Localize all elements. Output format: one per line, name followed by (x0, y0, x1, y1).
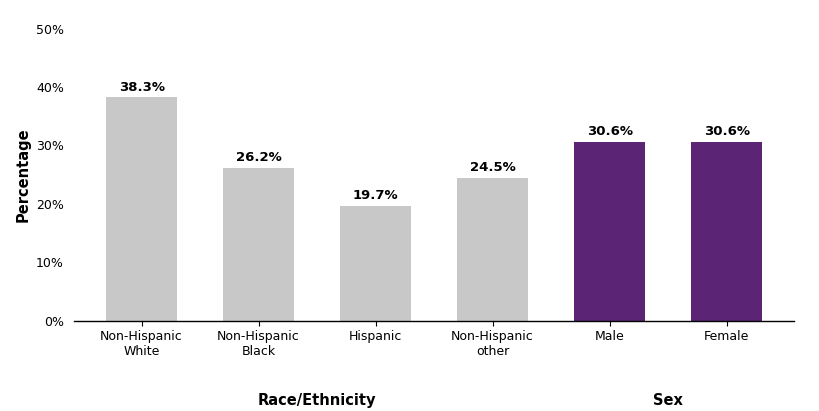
Text: 38.3%: 38.3% (119, 81, 165, 94)
Text: 19.7%: 19.7% (353, 189, 398, 202)
Text: 26.2%: 26.2% (236, 151, 282, 164)
Text: 24.5%: 24.5% (469, 161, 515, 174)
Bar (574, 142, 645, 321)
Y-axis label: Percentage: Percentage (16, 127, 30, 222)
Text: Race/Ethnicity: Race/Ethnicity (258, 393, 376, 408)
Bar (106, 97, 177, 321)
Bar (341, 206, 410, 321)
Text: 30.6%: 30.6% (704, 125, 749, 139)
Text: 30.6%: 30.6% (586, 125, 632, 139)
Text: Sex: Sex (653, 393, 683, 408)
Bar (458, 178, 527, 321)
Bar (224, 168, 294, 321)
Bar (691, 142, 762, 321)
